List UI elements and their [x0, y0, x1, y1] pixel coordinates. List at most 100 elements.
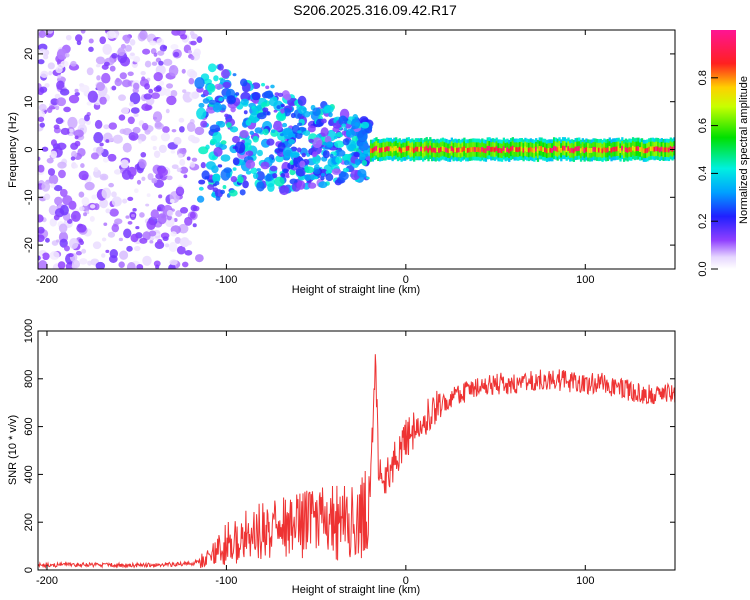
spectrogram-cell — [214, 181, 220, 186]
spectrogram-cell — [38, 255, 41, 261]
spectrogram-cell — [273, 121, 283, 132]
spectrogram-cell — [126, 245, 133, 252]
spectrogram-cell — [226, 122, 232, 128]
spectrogram-cell — [118, 237, 124, 242]
spectrogram-cell — [273, 109, 278, 113]
spectrogram-cell — [129, 39, 136, 46]
spectrogram-band-core — [628, 147, 631, 152]
spectrogram-cell — [130, 107, 140, 114]
spectrogram-cell — [49, 251, 60, 260]
spectrogram-cell — [68, 133, 74, 137]
spectrogram-cell — [153, 52, 158, 57]
spectrogram-cell — [320, 175, 325, 181]
spectrogram-band-core — [484, 148, 488, 154]
spectrogram-band-core — [452, 147, 455, 153]
spectrogram-cell — [304, 166, 315, 174]
spectrogram-cell — [266, 138, 275, 146]
spectrogram-cell — [132, 208, 137, 212]
spectrogram-cell — [297, 122, 303, 127]
spectrogram-cell — [56, 142, 67, 150]
spectrogram-cell — [99, 142, 104, 147]
spectrogram-cell — [39, 86, 48, 93]
spectrogram-cell — [47, 30, 54, 34]
spectrogram-cell — [105, 139, 110, 143]
spectrogram-cell — [136, 263, 144, 269]
spectrogram-band-core — [515, 147, 518, 152]
spectrogram-band-core — [574, 146, 577, 152]
spectrogram-cell — [269, 97, 278, 107]
spectrogram-cell — [232, 157, 240, 166]
spectrogram-cell — [326, 141, 334, 148]
spectrogram-cell — [55, 239, 60, 243]
spectrogram-cell — [111, 196, 122, 207]
spectrogram-cell — [38, 116, 45, 123]
spectrogram-band-core — [606, 147, 610, 153]
spectrogram-cell — [38, 156, 41, 161]
spectrogram-band-core — [386, 146, 389, 152]
spectrogram-cell — [288, 138, 295, 145]
spectrogram-cell — [93, 132, 104, 144]
spectrogram-cell — [129, 92, 141, 105]
spectrogram-band-core — [531, 147, 534, 153]
spectrogram-cell — [220, 140, 227, 145]
colorbar-gradient — [711, 30, 736, 269]
spectrogram-cell — [264, 174, 274, 182]
spectrogram-band-core — [551, 147, 554, 153]
spectrogram-cell — [170, 231, 177, 237]
spectrogram-cell — [254, 127, 263, 134]
spectrogram-cell — [170, 150, 176, 154]
spectrogram-cell — [168, 64, 179, 77]
colorbar-tick-label: 0.4 — [697, 166, 709, 181]
spectrogram-cell — [57, 261, 66, 269]
spectrogram-cell — [150, 135, 158, 142]
spectrogram-cell — [252, 135, 259, 143]
spectrogram-cell — [223, 167, 232, 174]
spectrogram-cell — [124, 37, 130, 44]
spectrogram-cell — [245, 150, 254, 157]
spectrogram-cell — [224, 113, 229, 118]
spectrogram-band-core — [520, 146, 523, 152]
spectrogram-band-core — [511, 145, 515, 151]
spectrogram-cell — [290, 112, 296, 119]
spectrogram-cell — [217, 120, 226, 128]
spectrogram-cell — [78, 119, 85, 126]
spectrogram-band-core — [666, 147, 669, 153]
spectrogram-band-core — [561, 145, 565, 151]
spectrogram-band-core — [631, 145, 635, 151]
spectrogram-band-core — [558, 145, 561, 151]
spectrogram-cell — [88, 46, 94, 52]
spectrogram-band-core — [416, 146, 419, 152]
spectrogram-cell — [38, 110, 46, 119]
spectrogram-cell — [269, 165, 278, 172]
spectrogram-cell — [47, 168, 56, 176]
snr-ytick-label: 400 — [23, 465, 35, 483]
spectrogram-ytick-label: 10 — [23, 96, 35, 108]
spectrogram-ytick-label: -20 — [23, 237, 35, 253]
spectrogram-cell — [218, 97, 223, 102]
spectrogram-cell — [145, 203, 150, 207]
spectrogram-cell — [338, 115, 348, 126]
spectrogram-cell — [242, 180, 249, 189]
spectrogram-cell — [245, 119, 252, 126]
spectrogram-band-core — [545, 148, 549, 154]
spectrogram-cell — [281, 122, 288, 128]
spectrogram-cell — [179, 207, 189, 214]
spectrogram-cell — [53, 184, 63, 192]
spectrogram-cell — [228, 189, 238, 197]
spectrogram-cell — [166, 175, 173, 181]
spectrogram-band-core — [621, 145, 624, 151]
spectrogram-cell — [196, 107, 207, 120]
spectrogram-cell — [38, 214, 44, 223]
spectrogram-cell — [353, 148, 359, 152]
spectrogram-band-core — [533, 148, 536, 154]
spectrogram-cell — [141, 122, 149, 131]
spectrogram-cell — [222, 184, 227, 190]
spectrogram-cell — [178, 223, 189, 234]
spectrogram-cell — [64, 52, 70, 58]
spectrogram-cell — [341, 123, 347, 128]
spectrogram-cell — [141, 103, 152, 111]
spectrogram-cell — [232, 73, 237, 77]
spectrogram-cell — [230, 175, 238, 183]
spectrogram-band-core — [576, 146, 579, 152]
spectrogram-cell — [141, 176, 146, 182]
